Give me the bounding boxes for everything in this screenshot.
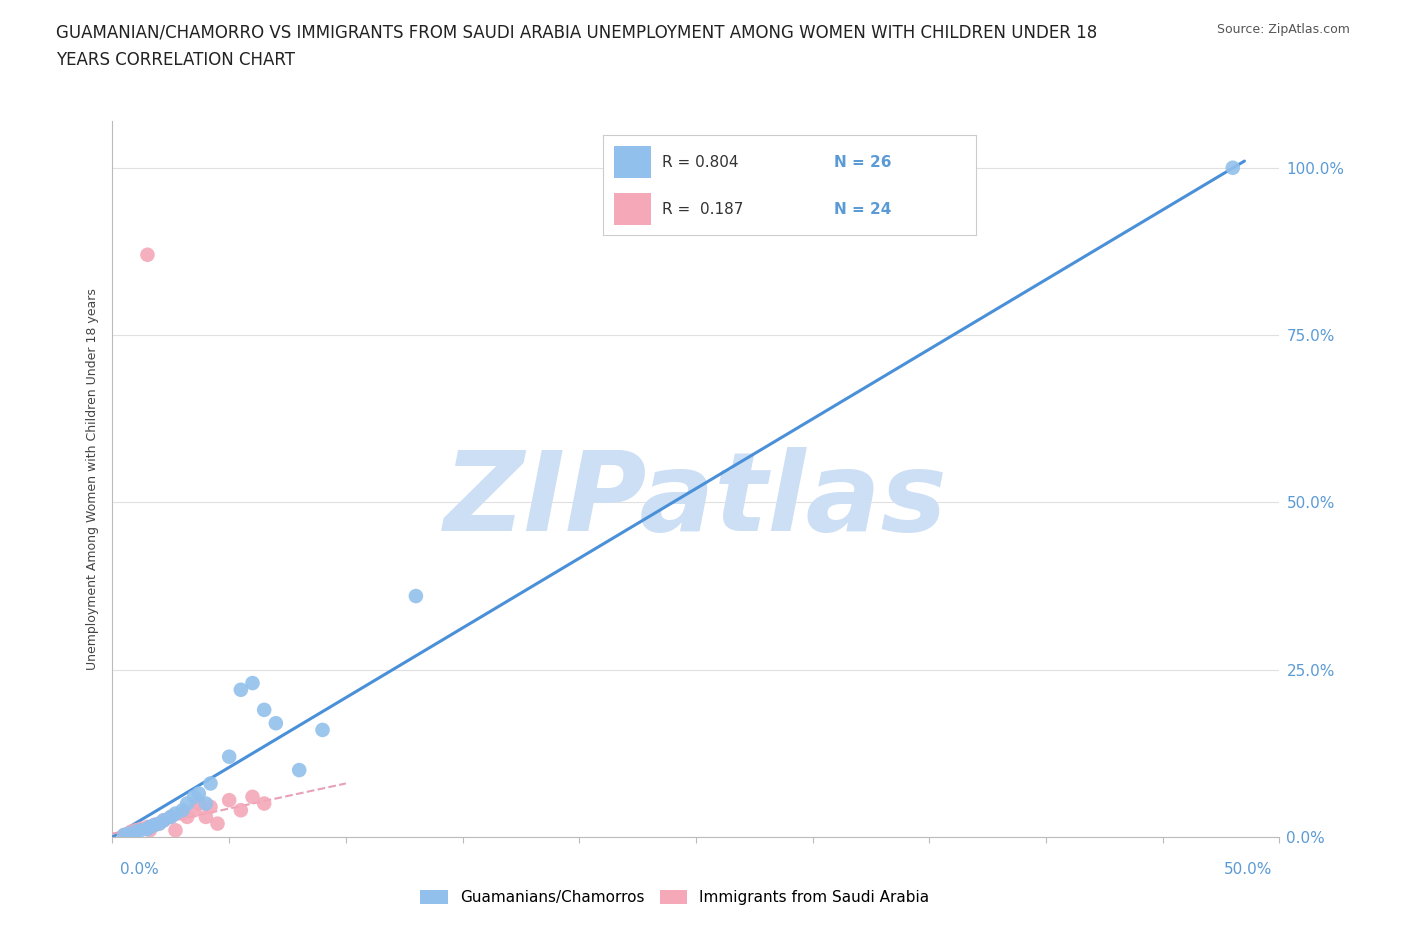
Point	[112, 828, 135, 843]
Text: 50.0%: 50.0%	[1225, 862, 1272, 877]
Point	[118, 826, 141, 841]
Point	[148, 817, 170, 831]
Point	[172, 806, 194, 821]
Point	[187, 786, 209, 801]
Point	[176, 809, 198, 824]
Point	[172, 803, 194, 817]
Point	[143, 817, 166, 832]
Text: ZIPatlas: ZIPatlas	[444, 447, 948, 554]
Point	[125, 823, 148, 838]
Point	[165, 823, 187, 838]
Point	[229, 683, 252, 698]
Point	[253, 796, 276, 811]
Point	[183, 803, 205, 817]
Point	[229, 803, 252, 817]
Point	[207, 817, 229, 831]
Point	[129, 821, 152, 836]
Point	[136, 821, 159, 836]
Text: Source: ZipAtlas.com: Source: ZipAtlas.com	[1216, 23, 1350, 36]
Text: YEARS CORRELATION CHART: YEARS CORRELATION CHART	[56, 51, 295, 69]
Point	[405, 589, 427, 604]
Point	[160, 809, 183, 824]
Point	[200, 776, 222, 790]
Point	[136, 247, 159, 262]
Point	[153, 813, 176, 828]
Point	[200, 800, 222, 815]
Point	[139, 823, 162, 838]
Y-axis label: Unemployment Among Women with Children Under 18 years: Unemployment Among Women with Children U…	[86, 288, 100, 670]
Point	[139, 819, 162, 834]
Point	[187, 796, 209, 811]
Point	[242, 790, 264, 804]
Point	[129, 823, 152, 838]
Point	[143, 817, 166, 832]
Point	[176, 796, 198, 811]
Point	[153, 813, 176, 828]
Point	[264, 716, 287, 731]
Point	[288, 763, 311, 777]
Legend: Guamanians/Chamorros, Immigrants from Saudi Arabia: Guamanians/Chamorros, Immigrants from Sa…	[415, 884, 935, 911]
Point	[194, 809, 217, 824]
Text: GUAMANIAN/CHAMORRO VS IMMIGRANTS FROM SAUDI ARABIA UNEMPLOYMENT AMONG WOMEN WITH: GUAMANIAN/CHAMORRO VS IMMIGRANTS FROM SA…	[56, 23, 1098, 41]
Point	[120, 824, 142, 839]
Point	[253, 702, 276, 717]
Text: 0.0%: 0.0%	[120, 862, 159, 877]
Point	[1222, 160, 1244, 175]
Point	[242, 675, 264, 690]
Point	[165, 806, 187, 821]
Point	[112, 828, 135, 843]
Point	[311, 723, 333, 737]
Point	[183, 790, 205, 804]
Point	[218, 792, 240, 807]
Point	[118, 826, 141, 841]
Point	[160, 809, 183, 824]
Point	[218, 750, 240, 764]
Point	[136, 819, 159, 834]
Point	[148, 817, 170, 831]
Point	[194, 796, 217, 811]
Point	[125, 824, 148, 839]
